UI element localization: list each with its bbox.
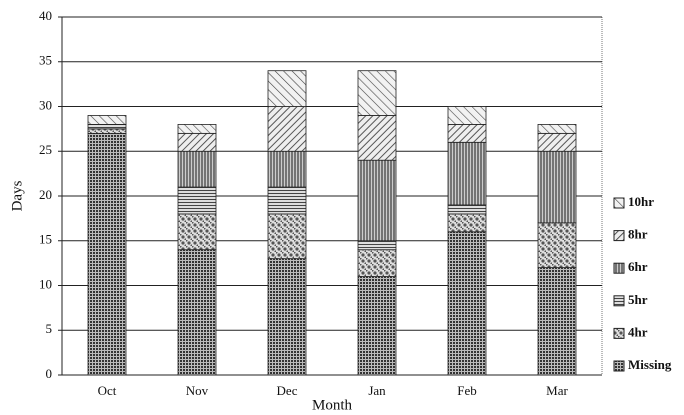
bar-segment	[357, 276, 397, 376]
bar-segment	[537, 132, 577, 152]
bar-segment	[267, 258, 307, 376]
y-tick-label: 30	[39, 97, 52, 112]
bar-segment	[447, 204, 487, 215]
bar-segment	[537, 222, 577, 269]
y-tick-label: 10	[39, 276, 52, 291]
legend-swatch	[613, 197, 625, 209]
legend-swatch	[613, 327, 625, 339]
y-tick-label: 20	[39, 187, 52, 202]
legend-text: Missing	[628, 357, 672, 372]
bar-segment	[537, 150, 577, 224]
y-tick-label: 5	[46, 321, 53, 336]
bar-segment	[447, 231, 487, 376]
bar-segment	[357, 249, 397, 277]
x-axis-title: Month	[312, 397, 353, 413]
bar-segment	[177, 249, 217, 376]
y-tick-label: 25	[39, 142, 52, 157]
bar-segment	[177, 150, 217, 188]
legend-text: 10hr	[628, 194, 654, 209]
legend-text: 8hr	[628, 227, 648, 242]
bar-segment	[447, 213, 487, 233]
bar-segment	[87, 128, 127, 134]
bar-segment	[447, 124, 487, 143]
legend-swatch	[613, 360, 625, 372]
legend-text: 5hr	[628, 292, 648, 307]
x-tick-label: Feb	[457, 383, 477, 398]
bar-segment	[357, 115, 397, 161]
y-tick-label: 40	[39, 8, 52, 23]
y-tick-label: 15	[39, 232, 52, 247]
bar-segment	[537, 267, 577, 376]
x-tick-label: Jan	[368, 383, 386, 398]
x-tick-label: Oct	[98, 383, 117, 398]
legend-swatch	[613, 295, 625, 307]
bar-segment	[447, 106, 487, 125]
y-axis-title: Days	[9, 180, 25, 211]
bar-segment	[357, 159, 397, 242]
y-tick-label: 35	[39, 53, 52, 68]
bar-segment	[177, 186, 217, 215]
y-tick-label: 0	[46, 366, 53, 381]
bar-segment	[447, 141, 487, 206]
legend-swatch	[613, 230, 625, 242]
x-tick-label: Mar	[546, 383, 568, 398]
x-tick-label: Nov	[186, 383, 209, 398]
bar-segment	[267, 186, 307, 215]
bar-segment	[87, 124, 127, 130]
bar-segment	[357, 240, 397, 251]
bar-segment	[357, 70, 397, 116]
legend-text: 4hr	[628, 324, 648, 339]
bar-segment	[87, 115, 127, 125]
x-tick-label: Dec	[277, 383, 298, 398]
bar-segment	[537, 124, 577, 134]
bar-segment	[177, 213, 217, 251]
legend-swatch	[613, 262, 625, 274]
bar-segment	[177, 124, 217, 134]
bar-segment	[87, 132, 127, 376]
legend-text: 6hr	[628, 259, 648, 274]
bar-segment	[177, 132, 217, 152]
bar-segment	[267, 70, 307, 107]
bar-segment	[267, 106, 307, 152]
bar-segment	[267, 150, 307, 188]
bar-segment	[267, 213, 307, 260]
